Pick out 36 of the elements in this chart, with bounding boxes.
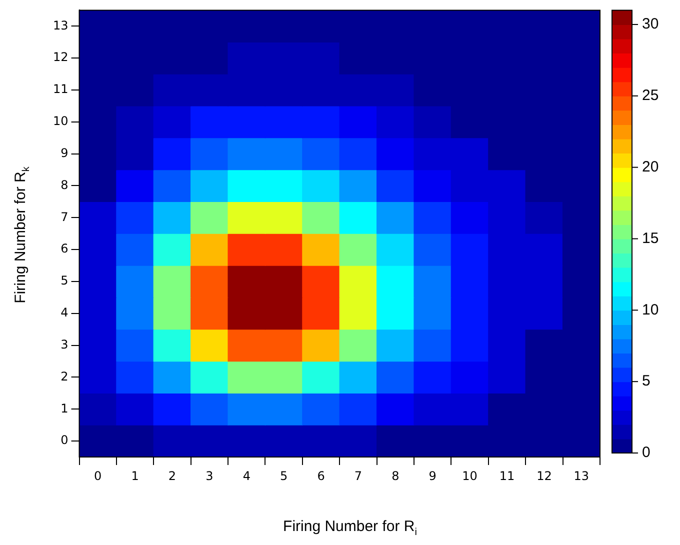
- y-tick-label: 12: [52, 50, 68, 64]
- color-bar-label: 25: [642, 87, 659, 104]
- x-tick-label: 2: [168, 469, 176, 483]
- x-tick-label: 11: [499, 469, 515, 483]
- x-axis-title: Firing Number for R$_{i}$: [283, 518, 417, 538]
- y-tick-label: 7: [60, 210, 68, 224]
- x-tick-label: 8: [392, 469, 400, 483]
- color-bar-label: 10: [642, 301, 659, 318]
- y-tick-label: 4: [60, 306, 68, 320]
- y-tick-label: 1: [60, 401, 68, 416]
- x-tick-label: 4: [242, 469, 250, 483]
- y-tick-label: 13: [52, 18, 68, 32]
- x-tick-label: 1: [131, 469, 139, 483]
- x-tick-label: 7: [354, 469, 362, 483]
- y-tick-label: 0: [60, 433, 68, 448]
- y-tick-label: 3: [60, 337, 68, 352]
- y-tick-label: 8: [60, 178, 68, 192]
- x-tick-label: 0: [94, 469, 102, 483]
- color-bar-label: 30: [642, 16, 659, 33]
- y-tick-label: 9: [60, 146, 68, 160]
- y-tick-label: 2: [60, 369, 68, 384]
- color-bar-label: 5: [642, 372, 650, 390]
- x-tick-label: 9: [428, 469, 436, 483]
- x-tick-label: 12: [536, 469, 552, 483]
- x-tick-label: 3: [206, 469, 214, 483]
- color-bar-label: 20: [642, 158, 659, 176]
- color-bar-label: 15: [642, 230, 659, 247]
- y-tick-label: 10: [52, 114, 68, 128]
- x-tick-label: 13: [574, 469, 590, 483]
- x-tick-label: 10: [462, 469, 478, 483]
- y-tick-label: 5: [60, 274, 68, 288]
- x-tick-label: 6: [317, 469, 325, 483]
- y-tick-label: 11: [52, 82, 68, 96]
- y-tick-label: 6: [60, 242, 68, 256]
- x-tick-label: 5: [280, 469, 288, 483]
- color-bar-label: 0: [642, 444, 650, 462]
